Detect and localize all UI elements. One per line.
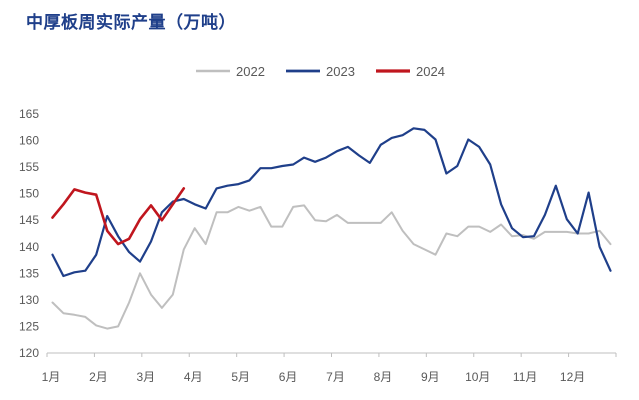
y-tick-label: 125 bbox=[19, 319, 39, 333]
y-tick-label: 140 bbox=[19, 240, 39, 254]
x-tick-label: 4月 bbox=[184, 370, 203, 384]
x-tick-label: 1月 bbox=[42, 370, 61, 384]
y-tick-label: 130 bbox=[19, 293, 39, 307]
x-tick-label: 12月 bbox=[560, 370, 585, 384]
y-axis: 120 125 130 135 140 145 150 155 160 165 bbox=[19, 107, 39, 360]
series-line-2023 bbox=[51, 127, 612, 278]
chart-title: 中厚板周实际产量（万吨） bbox=[26, 13, 236, 33]
legend-label-2022: 2022 bbox=[236, 64, 265, 79]
legend: 2022 2023 2024 bbox=[196, 64, 445, 79]
x-tick-label: 6月 bbox=[279, 370, 298, 384]
x-tick-label: 11月 bbox=[513, 370, 537, 384]
x-tick-label: 3月 bbox=[136, 370, 155, 384]
y-tick-label: 165 bbox=[19, 107, 39, 121]
y-tick-label: 150 bbox=[19, 187, 39, 201]
y-tick-label: 135 bbox=[19, 266, 39, 280]
series-group bbox=[51, 127, 612, 330]
x-tick-label: 9月 bbox=[421, 370, 440, 384]
x-tick-label: 8月 bbox=[374, 370, 393, 384]
y-tick-label: 160 bbox=[19, 134, 39, 148]
x-tick-label: 7月 bbox=[326, 370, 345, 384]
x-tick-label: 10月 bbox=[465, 370, 490, 384]
series-line-2024 bbox=[51, 187, 186, 246]
y-tick-label: 120 bbox=[19, 346, 39, 360]
y-tick-label: 145 bbox=[19, 213, 39, 227]
y-tick-label: 155 bbox=[19, 160, 39, 174]
x-tick-label: 5月 bbox=[231, 370, 250, 384]
x-axis: 1月 2月 3月 4月 5月 6月 7月 8月 9月 10月 11月 12月 bbox=[42, 352, 617, 384]
series-line-2022 bbox=[51, 204, 612, 330]
legend-label-2023: 2023 bbox=[326, 64, 355, 79]
legend-label-2024: 2024 bbox=[416, 64, 445, 79]
x-tick-label: 2月 bbox=[89, 370, 108, 384]
